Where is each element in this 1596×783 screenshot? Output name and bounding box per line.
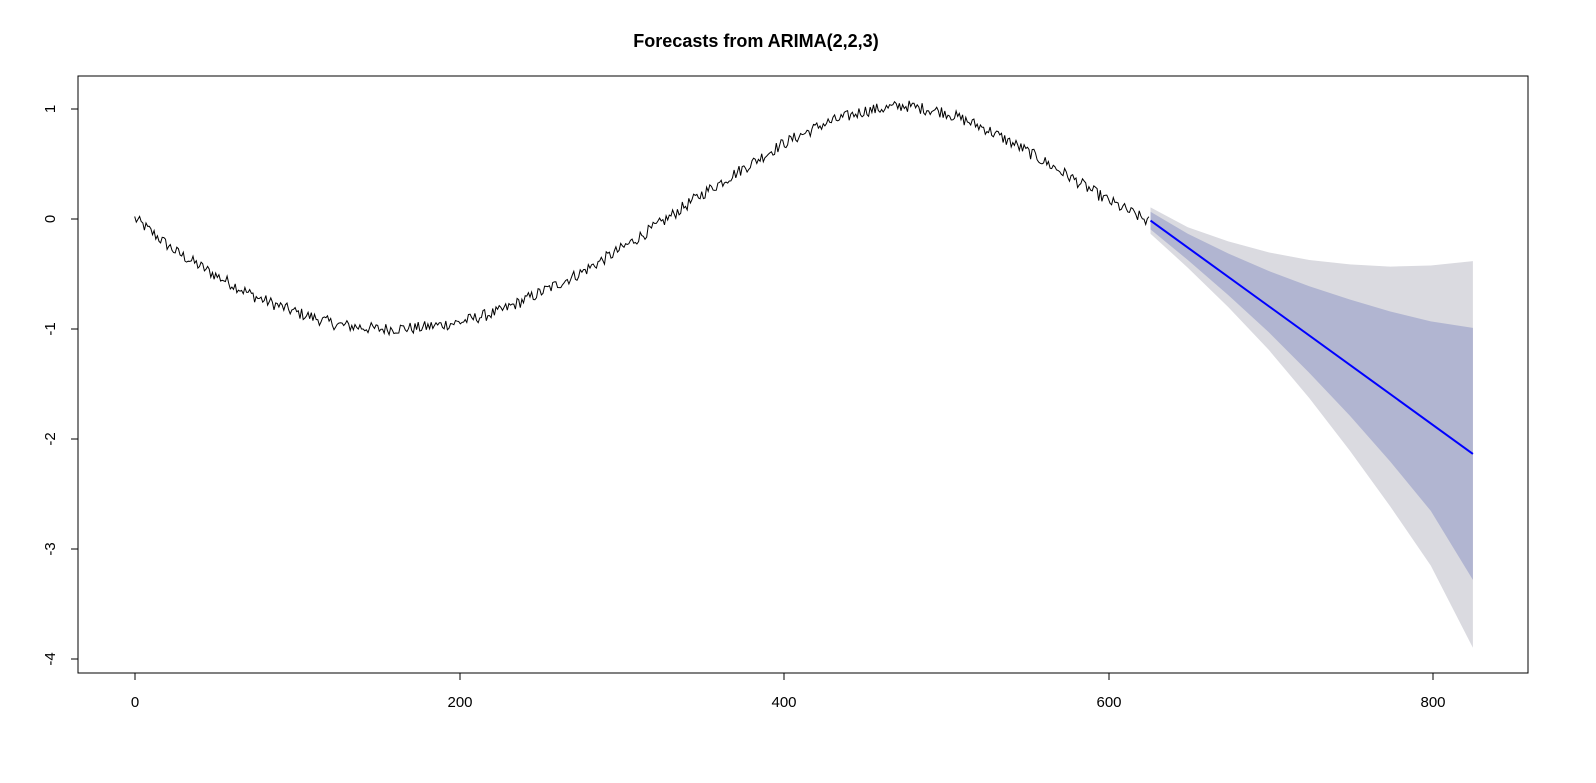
x-axis: 0 200 400 600 800	[131, 672, 1446, 711]
x-tick-label: 800	[1420, 694, 1445, 711]
prediction-intervals	[1150, 207, 1473, 648]
y-tick-label: 0	[42, 215, 59, 223]
x-tick-label: 200	[447, 694, 472, 711]
series-lines	[134, 100, 1474, 455]
y-tick-label: -3	[42, 542, 59, 555]
y-axis: 1 0 -1 -2 -3 -4	[42, 105, 79, 666]
x-tick-label: 0	[131, 694, 139, 711]
x-tick-label: 400	[771, 694, 796, 711]
y-tick-label: -4	[42, 652, 59, 665]
forecast-series-line	[1149, 219, 1474, 455]
interval-band-80	[1150, 211, 1473, 580]
y-tick-label: -2	[42, 432, 59, 445]
y-tick-label: 1	[42, 105, 59, 113]
observed-series-line	[134, 100, 1150, 337]
chart-title: Forecasts from ARIMA(2,2,3)	[633, 31, 878, 51]
x-tick-label: 600	[1096, 694, 1121, 711]
y-tick-label: -1	[42, 322, 59, 335]
